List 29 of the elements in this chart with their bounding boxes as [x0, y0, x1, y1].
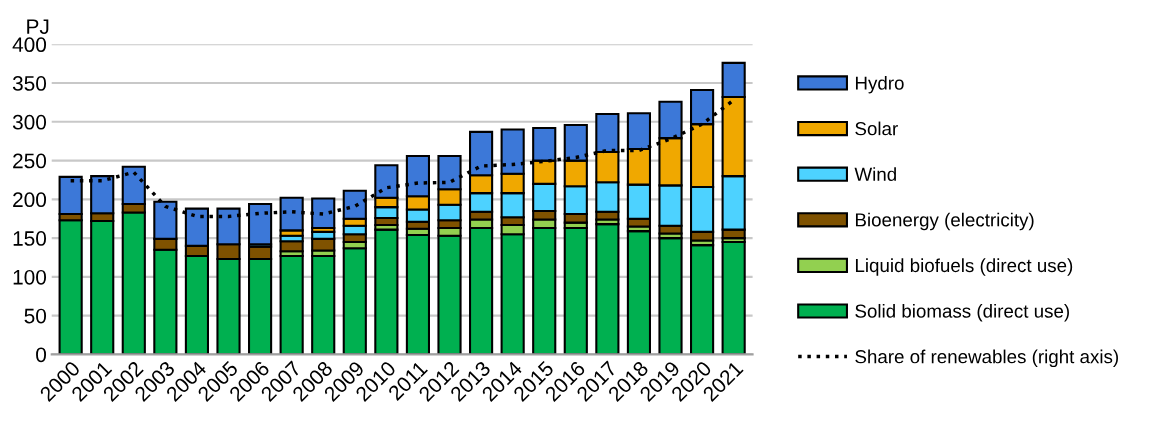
legend-label: Hydro	[855, 75, 904, 94]
bar	[626, 230, 652, 355]
bar	[279, 254, 304, 355]
bar	[374, 228, 399, 355]
y-tick-label: 150	[13, 231, 47, 246]
y-tick-label: 50	[24, 308, 47, 324]
y-tick-label: 200	[13, 192, 47, 208]
bar	[563, 226, 588, 355]
legend-label: Share of renewables (right axis)	[855, 349, 1118, 368]
legend-label: Wind	[854, 167, 896, 181]
legend-label: Solid biomass (direct use)	[855, 303, 1069, 322]
bar	[405, 233, 431, 355]
legend-label: Solar	[855, 121, 898, 136]
y-tick-label: 0	[36, 347, 47, 363]
y-tick-label: 400	[12, 37, 47, 53]
legend-label: Bioenergy (electricity)	[855, 212, 1034, 231]
y-tick-label: 350	[12, 76, 47, 91]
y-tick-label: 100	[13, 269, 47, 285]
bar	[689, 244, 715, 355]
legend-label: Liquid biofuels (direct use)	[855, 258, 1073, 276]
bar	[342, 247, 367, 355]
bar	[311, 254, 336, 355]
bar	[658, 237, 683, 355]
y-tick-label: 250	[13, 153, 47, 169]
y-axis-title: PJ	[27, 19, 49, 34]
y-tick-label: 300	[12, 114, 47, 130]
bar	[721, 240, 746, 355]
bar	[58, 219, 83, 355]
bar	[595, 223, 620, 355]
